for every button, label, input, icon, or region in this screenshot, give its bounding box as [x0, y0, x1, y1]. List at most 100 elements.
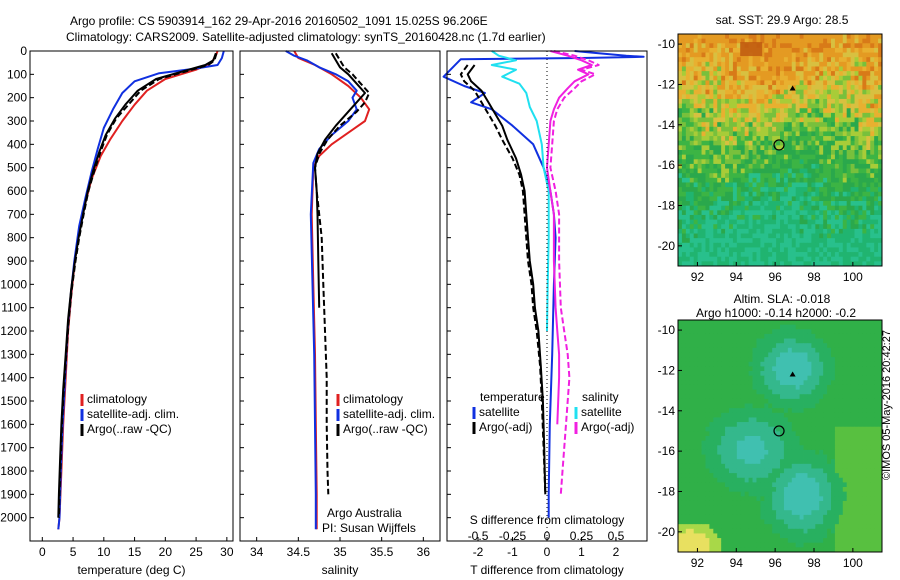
- map-cell: [834, 338, 840, 344]
- map-cell: [878, 510, 883, 516]
- map-cell: [697, 380, 702, 386]
- map-cell: [831, 122, 836, 128]
- map-cell: [693, 426, 699, 432]
- map-cell: [701, 412, 706, 418]
- map-cell: [760, 445, 765, 451]
- map-cell: [780, 431, 785, 437]
- map-cell: [681, 496, 687, 502]
- map-cell: [795, 94, 801, 100]
- map-cell: [870, 154, 875, 160]
- map-cell: [854, 47, 859, 53]
- map-cell: [783, 122, 789, 128]
- map-cell: [787, 187, 793, 193]
- map-cell: [780, 329, 785, 335]
- map-cell: [693, 445, 699, 451]
- map-cell: [732, 233, 738, 239]
- map-cell: [689, 126, 695, 132]
- map-cell: [740, 468, 746, 474]
- map-cell: [772, 412, 777, 418]
- map-cell: [689, 47, 695, 53]
- map-cell: [819, 154, 824, 160]
- map-cell: [807, 191, 812, 197]
- map-cell: [764, 52, 769, 58]
- map-cell: [854, 80, 859, 86]
- map-cell: [811, 224, 816, 230]
- map-cell: [729, 163, 734, 169]
- map-cell: [709, 47, 714, 53]
- map-cell: [854, 384, 859, 390]
- map-cell: [811, 375, 816, 381]
- map-cell: [842, 126, 848, 132]
- map-cell: [725, 468, 730, 474]
- map-cell: [693, 94, 699, 100]
- map-cell: [850, 496, 855, 502]
- map-cell: [772, 333, 777, 339]
- map-cell: [776, 473, 781, 479]
- map-cell: [701, 343, 706, 349]
- map-cell: [732, 431, 738, 437]
- map-cell: [713, 449, 718, 455]
- map-cell: [850, 431, 855, 437]
- map-cell: [752, 357, 757, 363]
- map-cell: [799, 98, 804, 104]
- map-cell: [756, 154, 761, 160]
- map-cell: [795, 150, 801, 156]
- map-cell: [858, 140, 863, 146]
- map-cell: [705, 408, 710, 414]
- map-cell: [725, 505, 730, 511]
- map-cell: [795, 463, 801, 469]
- map-cell: [803, 108, 808, 114]
- map-cell: [697, 182, 702, 188]
- map-cell: [744, 126, 750, 132]
- map-cell: [874, 422, 879, 428]
- map-cell: [705, 261, 710, 267]
- map-cell: [838, 85, 844, 91]
- map-cell: [858, 333, 863, 339]
- map-cell: [740, 403, 746, 409]
- map-cell: [689, 347, 695, 353]
- map-cell: [850, 463, 855, 469]
- map-cell: [799, 94, 804, 100]
- map-cell: [717, 126, 722, 132]
- map-cell: [705, 468, 710, 474]
- map-cell: [776, 214, 781, 220]
- map-cell: [815, 94, 820, 100]
- map-cell: [756, 38, 761, 44]
- map-cell: [685, 361, 691, 367]
- map-cell: [862, 177, 867, 183]
- map-cell: [697, 338, 702, 344]
- map-cell: [846, 468, 852, 474]
- map-cell: [760, 205, 765, 211]
- map-cell: [725, 256, 730, 262]
- map-cell: [744, 320, 750, 326]
- map-cell: [870, 408, 875, 414]
- map-cell: [783, 159, 789, 165]
- map-cell: [819, 177, 824, 183]
- map-cell: [846, 440, 852, 446]
- map-cell: [713, 210, 718, 216]
- map-cell: [693, 408, 699, 414]
- map-cell: [787, 168, 793, 174]
- map-cell: [764, 426, 769, 432]
- map-cell: [772, 361, 777, 367]
- map-cell: [815, 61, 820, 67]
- map-cell: [834, 94, 840, 100]
- map-cell: [721, 173, 726, 179]
- map-cell: [854, 187, 859, 193]
- map-cell: [807, 182, 812, 188]
- map-cell: [685, 201, 691, 207]
- map-cell: [787, 43, 793, 49]
- map-cell: [807, 177, 812, 183]
- map-cell: [827, 247, 832, 253]
- map-cell: [791, 201, 797, 207]
- map-cell: [850, 389, 855, 395]
- map-cell: [713, 108, 718, 114]
- map-cell: [713, 140, 718, 146]
- map-cell: [807, 357, 812, 363]
- map-cell: [729, 98, 734, 104]
- map-cell: [721, 154, 726, 160]
- map-cell: [858, 403, 863, 409]
- map-cell: [760, 66, 765, 72]
- map-cell: [752, 496, 757, 502]
- map-cell: [834, 196, 840, 202]
